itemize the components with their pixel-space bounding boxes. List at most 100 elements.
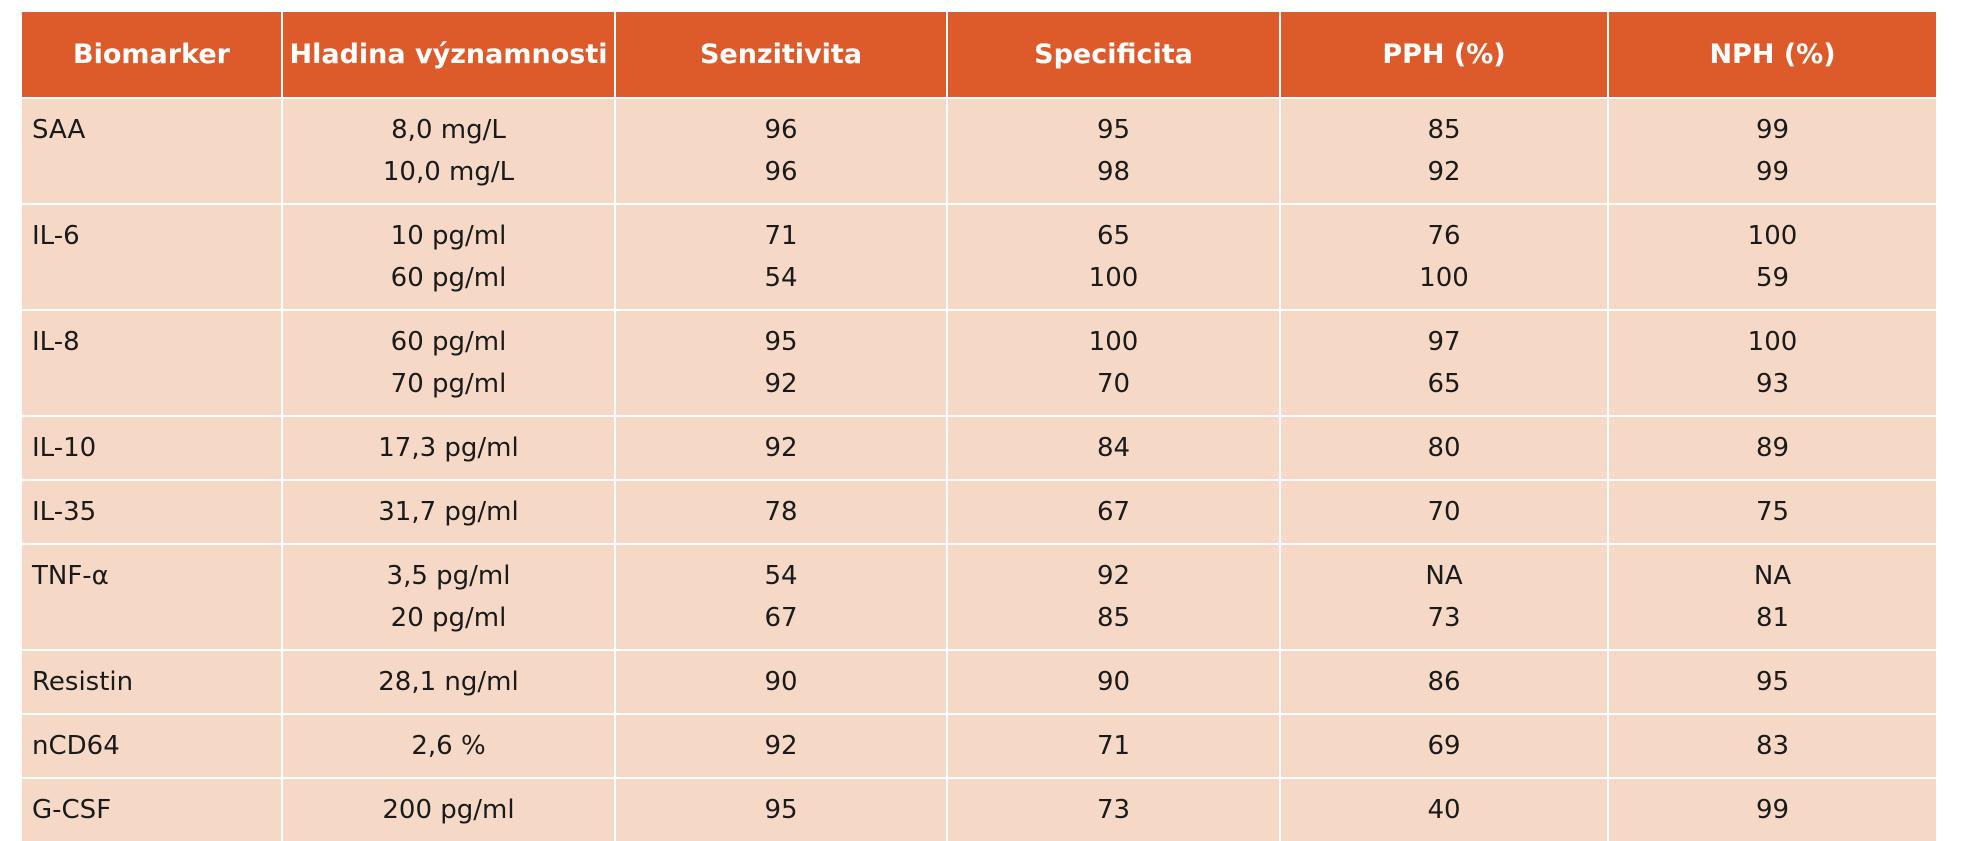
table-row: G-CSF 200 pg/ml 95 73 40 99 (22, 778, 1936, 841)
biomarker-cell: SAA (32, 115, 86, 145)
header-row: Biomarker Hladina významnosti Senzitivit… (22, 12, 1936, 98)
level-cell: 200 pg/ml (281, 778, 615, 841)
pph-value: 86 (1427, 667, 1461, 697)
table-row: SAA 8,0 mg/L 10,0 mg/L 96 96 95 98 85 92 99 99 (22, 98, 1936, 204)
sensitivity-value: 95 (764, 327, 798, 357)
specificity-value: 67 (1096, 497, 1131, 527)
pph-cell: 85 92 (1279, 98, 1608, 204)
biomarker-table: Biomarker Hladina významnosti Senzitivit… (22, 12, 1936, 841)
sensitivity-value: 92 (764, 369, 798, 399)
level-value: 8,0 mg/L (391, 115, 506, 145)
specificity-value: 100 (1088, 327, 1139, 357)
level-value: 60 pg/ml (390, 263, 507, 293)
pph-value: 40 (1427, 795, 1461, 825)
sensitivity-value: 92 (764, 731, 798, 761)
specificity-cell: 84 (946, 416, 1280, 480)
specificity-value: 85 (1096, 603, 1131, 633)
level-cell: 60 pg/ml 70 pg/ml (281, 310, 615, 416)
pph-value: 65 (1427, 369, 1461, 399)
pph-value: 92 (1427, 157, 1461, 187)
nph-value: 59 (1755, 263, 1790, 293)
pph-cell: 86 (1279, 650, 1608, 714)
specificity-value: 90 (1096, 667, 1131, 697)
table-row: nCD64 2,6 % 92 71 69 83 (22, 714, 1936, 778)
nph-cell: 99 99 (1607, 98, 1936, 204)
specificity-cell: 73 (946, 778, 1280, 841)
table-row: IL-6 10 pg/ml 60 pg/ml 71 54 65 100 76 100 100 59 (22, 204, 1936, 310)
nph-cell: 100 59 (1607, 204, 1936, 310)
level-value: 3,5 pg/ml (386, 561, 511, 591)
sensitivity-cell: 95 (614, 778, 947, 841)
sensitivity-value: 54 (764, 561, 798, 591)
pph-cell: 69 (1279, 714, 1608, 778)
sensitivity-cell: 71 54 (614, 204, 947, 310)
level-value: 20 pg/ml (390, 603, 507, 633)
level-cell: 8,0 mg/L 10,0 mg/L (281, 98, 615, 204)
specificity-value: 98 (1096, 157, 1131, 187)
table-row: IL-8 60 pg/ml 70 pg/ml 95 92 100 70 97 65 100 93 (22, 310, 1936, 416)
pph-value: NA (1425, 561, 1463, 591)
specificity-value: 73 (1096, 795, 1131, 825)
sensitivity-cell: 92 (614, 416, 947, 480)
header-nph: NPH (%) (1607, 12, 1936, 98)
table-row: IL-35 31,7 pg/ml 78 67 70 75 (22, 480, 1936, 544)
sensitivity-value: 95 (764, 795, 798, 825)
sensitivity-value: 78 (764, 497, 798, 527)
pph-cell: 40 (1279, 778, 1608, 841)
biomarker-cell: TNF-α (32, 561, 109, 591)
header-sensitivity: Senzitivita (614, 12, 947, 98)
level-cell: 31,7 pg/ml (281, 480, 615, 544)
biomarker-cell: nCD64 (32, 731, 120, 761)
sensitivity-cell: 96 96 (614, 98, 947, 204)
nph-cell: 89 (1607, 416, 1936, 480)
specificity-value: 71 (1096, 731, 1131, 761)
level-cell: 3,5 pg/ml 20 pg/ml (281, 544, 615, 650)
pph-value: 76 (1427, 221, 1461, 251)
nph-cell: NA 81 (1607, 544, 1936, 650)
nph-value: 100 (1747, 327, 1798, 357)
nph-cell: 83 (1607, 714, 1936, 778)
nph-cell: 99 (1607, 778, 1936, 841)
level-value: 10 pg/ml (390, 221, 507, 251)
specificity-value: 84 (1096, 433, 1131, 463)
specificity-value: 100 (1088, 263, 1139, 293)
specificity-cell: 92 85 (946, 544, 1280, 650)
pph-value: 85 (1427, 115, 1461, 145)
level-value: 28,1 ng/ml (378, 667, 519, 697)
level-cell: 28,1 ng/ml (281, 650, 615, 714)
specificity-value: 92 (1096, 561, 1131, 591)
sensitivity-cell: 78 (614, 480, 947, 544)
nph-value: 93 (1755, 369, 1790, 399)
specificity-cell: 71 (946, 714, 1280, 778)
header-biomarker: Biomarker (22, 12, 282, 98)
sensitivity-cell: 54 67 (614, 544, 947, 650)
specificity-value: 95 (1096, 115, 1131, 145)
biomarker-cell: Resistin (32, 667, 134, 697)
specificity-value: 65 (1096, 221, 1131, 251)
sensitivity-cell: 95 92 (614, 310, 947, 416)
sensitivity-value: 54 (764, 263, 798, 293)
nph-value: NA (1753, 561, 1792, 591)
nph-value: 99 (1755, 795, 1790, 825)
pph-value: 69 (1427, 731, 1461, 761)
nph-value: 75 (1755, 497, 1790, 527)
header-level: Hladina významnosti (281, 12, 615, 98)
level-cell: 2,6 % (281, 714, 615, 778)
specificity-cell: 90 (946, 650, 1280, 714)
level-value: 60 pg/ml (390, 327, 507, 357)
nph-value: 83 (1755, 731, 1790, 761)
pph-value: 73 (1427, 603, 1461, 633)
specificity-value: 70 (1096, 369, 1131, 399)
biomarker-cell: IL-35 (32, 497, 97, 527)
nph-value: 100 (1747, 221, 1798, 251)
specificity-cell: 95 98 (946, 98, 1280, 204)
level-cell: 17,3 pg/ml (281, 416, 615, 480)
sensitivity-value: 96 (764, 115, 798, 145)
pph-cell: 70 (1279, 480, 1608, 544)
biomarker-cell: IL-8 (32, 327, 80, 357)
sensitivity-value: 96 (764, 157, 798, 187)
biomarker-cell: IL-6 (32, 221, 80, 251)
table-row: IL-10 17,3 pg/ml 92 84 80 89 (22, 416, 1936, 480)
nph-cell: 75 (1607, 480, 1936, 544)
biomarker-cell: G-CSF (32, 795, 112, 825)
